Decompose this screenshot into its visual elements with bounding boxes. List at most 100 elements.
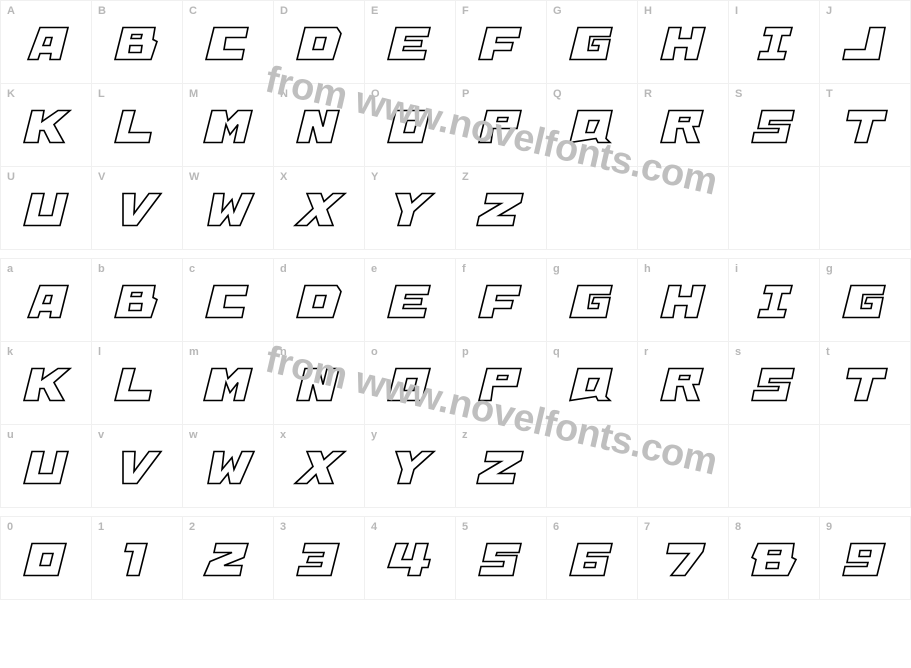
font-chart: A B C D E F G H I J K L M N O P Q R S T … [0, 0, 911, 600]
glyph-E [380, 282, 440, 327]
glyph-I [744, 282, 804, 327]
glyph-cell: 4 [365, 517, 456, 600]
glyph-cell: s [729, 342, 820, 425]
glyph-G [835, 282, 895, 327]
cell-label: x [280, 429, 286, 441]
cell-label: O [371, 88, 380, 100]
cell-label: s [735, 346, 741, 358]
cell-label: g [553, 263, 560, 275]
cell-label: L [98, 88, 105, 100]
glyph-cell: D [274, 1, 365, 84]
glyph-Z [471, 448, 531, 493]
glyph-cell: r [638, 342, 729, 425]
glyph-cell: R [638, 84, 729, 167]
glyph-cell: 8 [729, 517, 820, 600]
glyph-cell: V [92, 167, 183, 250]
glyph-M [198, 107, 258, 152]
glyph-W [198, 448, 258, 493]
glyph-cell: q [547, 342, 638, 425]
glyph-P [471, 107, 531, 152]
cell-label: o [371, 346, 378, 358]
cell-label: R [644, 88, 652, 100]
glyph-cell: 3 [274, 517, 365, 600]
glyph-3 [289, 540, 349, 585]
glyph-cell: g [820, 259, 911, 342]
glyph-X [289, 190, 349, 235]
cell-label: 9 [826, 521, 832, 533]
glyph-6 [562, 540, 622, 585]
spacer-row [0, 508, 911, 516]
cell-label: n [280, 346, 287, 358]
glyph-U [16, 190, 76, 235]
glyph-grid: A B C D E F G H I J K L M N O P Q R S T … [0, 0, 911, 250]
cell-label: Q [553, 88, 562, 100]
glyph-cell: v [92, 425, 183, 508]
glyph-G [562, 24, 622, 69]
glyph-cell: F [456, 1, 547, 84]
glyph-8 [744, 540, 804, 585]
cell-label: A [7, 5, 15, 17]
glyph-N [289, 365, 349, 410]
glyph-cell: S [729, 84, 820, 167]
glyph-cell: N [274, 84, 365, 167]
glyph-cell: u [1, 425, 92, 508]
cell-label: e [371, 263, 377, 275]
glyph-V [107, 190, 167, 235]
glyph-cell: d [274, 259, 365, 342]
glyph-cell: H [638, 1, 729, 84]
glyph-cell: 5 [456, 517, 547, 600]
glyph-cell: a [1, 259, 92, 342]
glyph-cell: 1 [92, 517, 183, 600]
cell-label: p [462, 346, 469, 358]
glyph-Z [471, 190, 531, 235]
cell-label: f [462, 263, 466, 275]
cell-label: I [735, 5, 738, 17]
glyph-Q [562, 107, 622, 152]
cell-label: H [644, 5, 652, 17]
glyph-B [107, 282, 167, 327]
glyph-cell: B [92, 1, 183, 84]
glyph-R [653, 365, 713, 410]
glyph-L [107, 365, 167, 410]
glyph-cell [729, 167, 820, 250]
cell-label: K [7, 88, 15, 100]
glyph-5 [471, 540, 531, 585]
glyph-Y [380, 448, 440, 493]
glyph-cell: K [1, 84, 92, 167]
cell-label: b [98, 263, 105, 275]
cell-label: m [189, 346, 199, 358]
glyph-O [380, 107, 440, 152]
glyph-cell: J [820, 1, 911, 84]
cell-label: z [462, 429, 468, 441]
glyph-cell: A [1, 1, 92, 84]
glyph-cell: Q [547, 84, 638, 167]
glyph-cell: n [274, 342, 365, 425]
glyph-cell: c [183, 259, 274, 342]
cell-label: r [644, 346, 648, 358]
glyph-cell: I [729, 1, 820, 84]
glyph-cell: X [274, 167, 365, 250]
glyph-F [471, 282, 531, 327]
spacer-row [0, 250, 911, 258]
glyph-cell: P [456, 84, 547, 167]
glyph-N [289, 107, 349, 152]
cell-label: k [7, 346, 13, 358]
glyph-V [107, 448, 167, 493]
cell-label: 1 [98, 521, 104, 533]
cell-label: F [462, 5, 469, 17]
glyph-cell: 6 [547, 517, 638, 600]
cell-label: G [553, 5, 562, 17]
cell-label: 4 [371, 521, 377, 533]
glyph-S [744, 107, 804, 152]
glyph-cell: f [456, 259, 547, 342]
glyph-cell: 2 [183, 517, 274, 600]
glyph-Y [380, 190, 440, 235]
cell-label: t [826, 346, 830, 358]
glyph-P [471, 365, 531, 410]
glyph-cell: G [547, 1, 638, 84]
glyph-cell: o [365, 342, 456, 425]
glyph-cell: 9 [820, 517, 911, 600]
glyph-T [835, 365, 895, 410]
glyph-cell: M [183, 84, 274, 167]
glyph-H [653, 24, 713, 69]
